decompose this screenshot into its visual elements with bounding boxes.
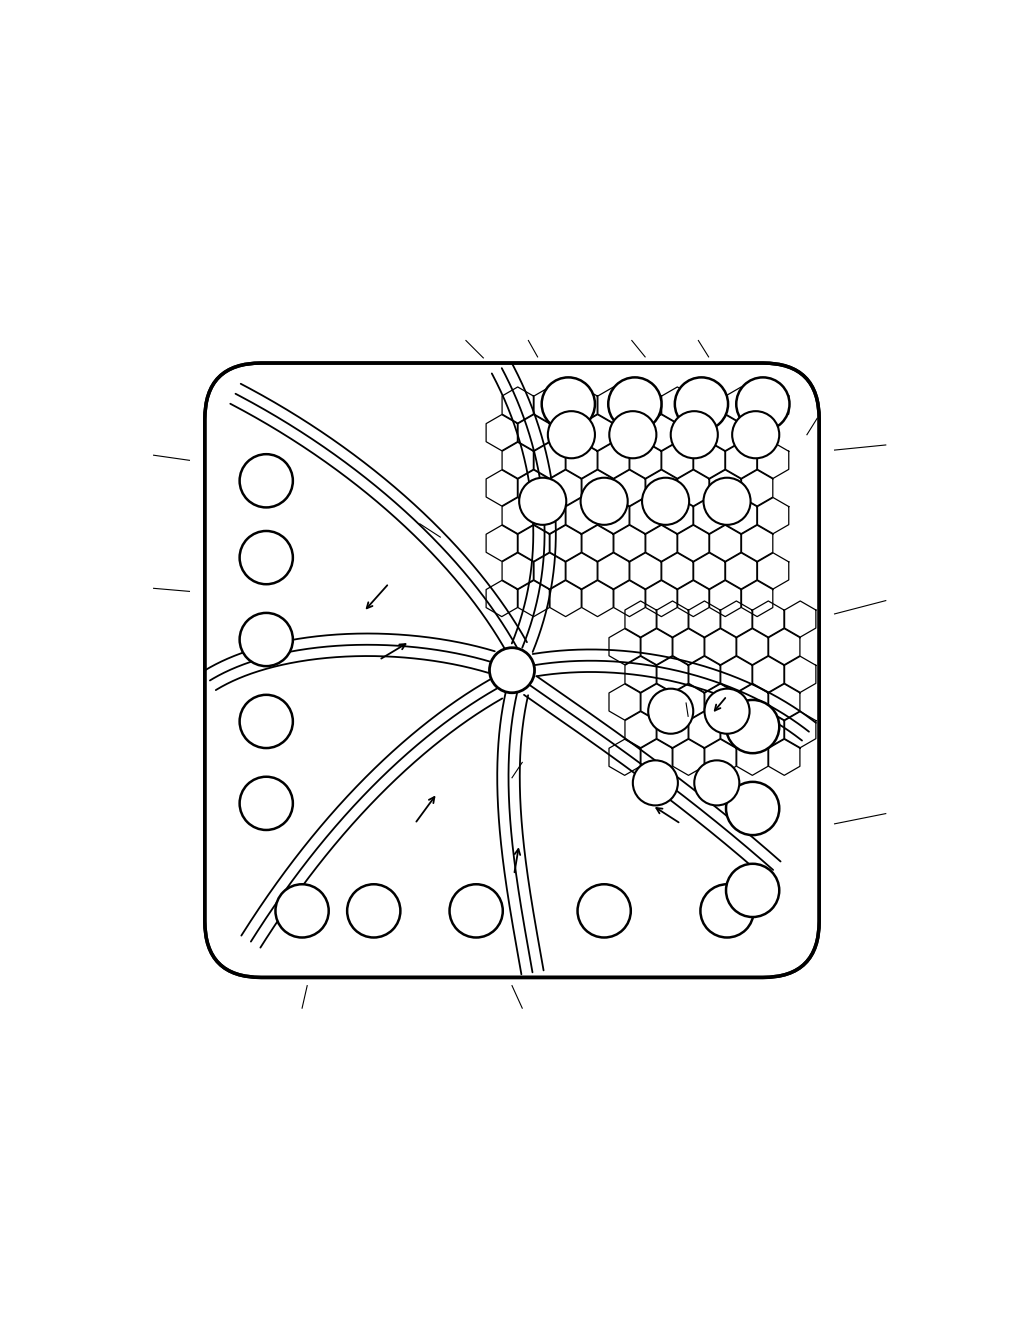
Text: 888: 888	[819, 405, 845, 418]
Circle shape	[703, 478, 751, 525]
Circle shape	[694, 760, 739, 805]
Text: 889: 889	[514, 323, 539, 337]
Circle shape	[581, 478, 628, 525]
FancyBboxPatch shape	[205, 363, 819, 977]
Circle shape	[609, 411, 656, 458]
Text: US 2009/0240185 A1: US 2009/0240185 A1	[794, 185, 932, 198]
Circle shape	[726, 700, 779, 754]
Text: 887: 887	[510, 1010, 535, 1023]
Circle shape	[240, 454, 293, 507]
Circle shape	[489, 648, 535, 693]
Circle shape	[671, 411, 718, 458]
Circle shape	[726, 781, 779, 836]
Circle shape	[732, 411, 779, 458]
Text: 887: 887	[126, 582, 152, 595]
Circle shape	[648, 689, 693, 734]
FancyBboxPatch shape	[205, 363, 819, 977]
Text: 887: 887	[891, 807, 916, 820]
Text: FIG. 8: FIG. 8	[488, 1063, 536, 1077]
Text: 745: 745	[315, 275, 340, 288]
Text: 887: 887	[290, 1010, 314, 1023]
Circle shape	[675, 378, 728, 430]
Text: 888: 888	[487, 775, 512, 787]
Circle shape	[705, 689, 750, 734]
Circle shape	[240, 531, 293, 585]
Circle shape	[608, 378, 662, 430]
Text: 887: 887	[891, 594, 916, 607]
Text: 889: 889	[674, 686, 698, 700]
Circle shape	[700, 884, 754, 937]
Circle shape	[347, 884, 400, 937]
Circle shape	[240, 776, 293, 830]
Circle shape	[450, 884, 503, 937]
Text: 889: 889	[451, 323, 475, 337]
Text: Patent Application Publication: Patent Application Publication	[92, 185, 295, 198]
Circle shape	[633, 760, 678, 805]
Circle shape	[519, 478, 566, 525]
Text: 889: 889	[617, 323, 642, 337]
Circle shape	[578, 884, 631, 937]
Text: 888: 888	[385, 515, 410, 528]
Text: Sep. 24, 2009  Sheet 7 of 16: Sep. 24, 2009 Sheet 7 of 16	[337, 185, 523, 198]
Circle shape	[642, 478, 689, 525]
Circle shape	[736, 378, 790, 430]
Circle shape	[542, 378, 595, 430]
Circle shape	[240, 694, 293, 748]
Text: 887: 887	[126, 449, 152, 462]
Circle shape	[548, 411, 595, 458]
Text: 887: 887	[891, 438, 916, 451]
Circle shape	[275, 884, 329, 937]
Circle shape	[240, 612, 293, 667]
Circle shape	[726, 863, 779, 917]
Text: 889: 889	[686, 323, 711, 337]
